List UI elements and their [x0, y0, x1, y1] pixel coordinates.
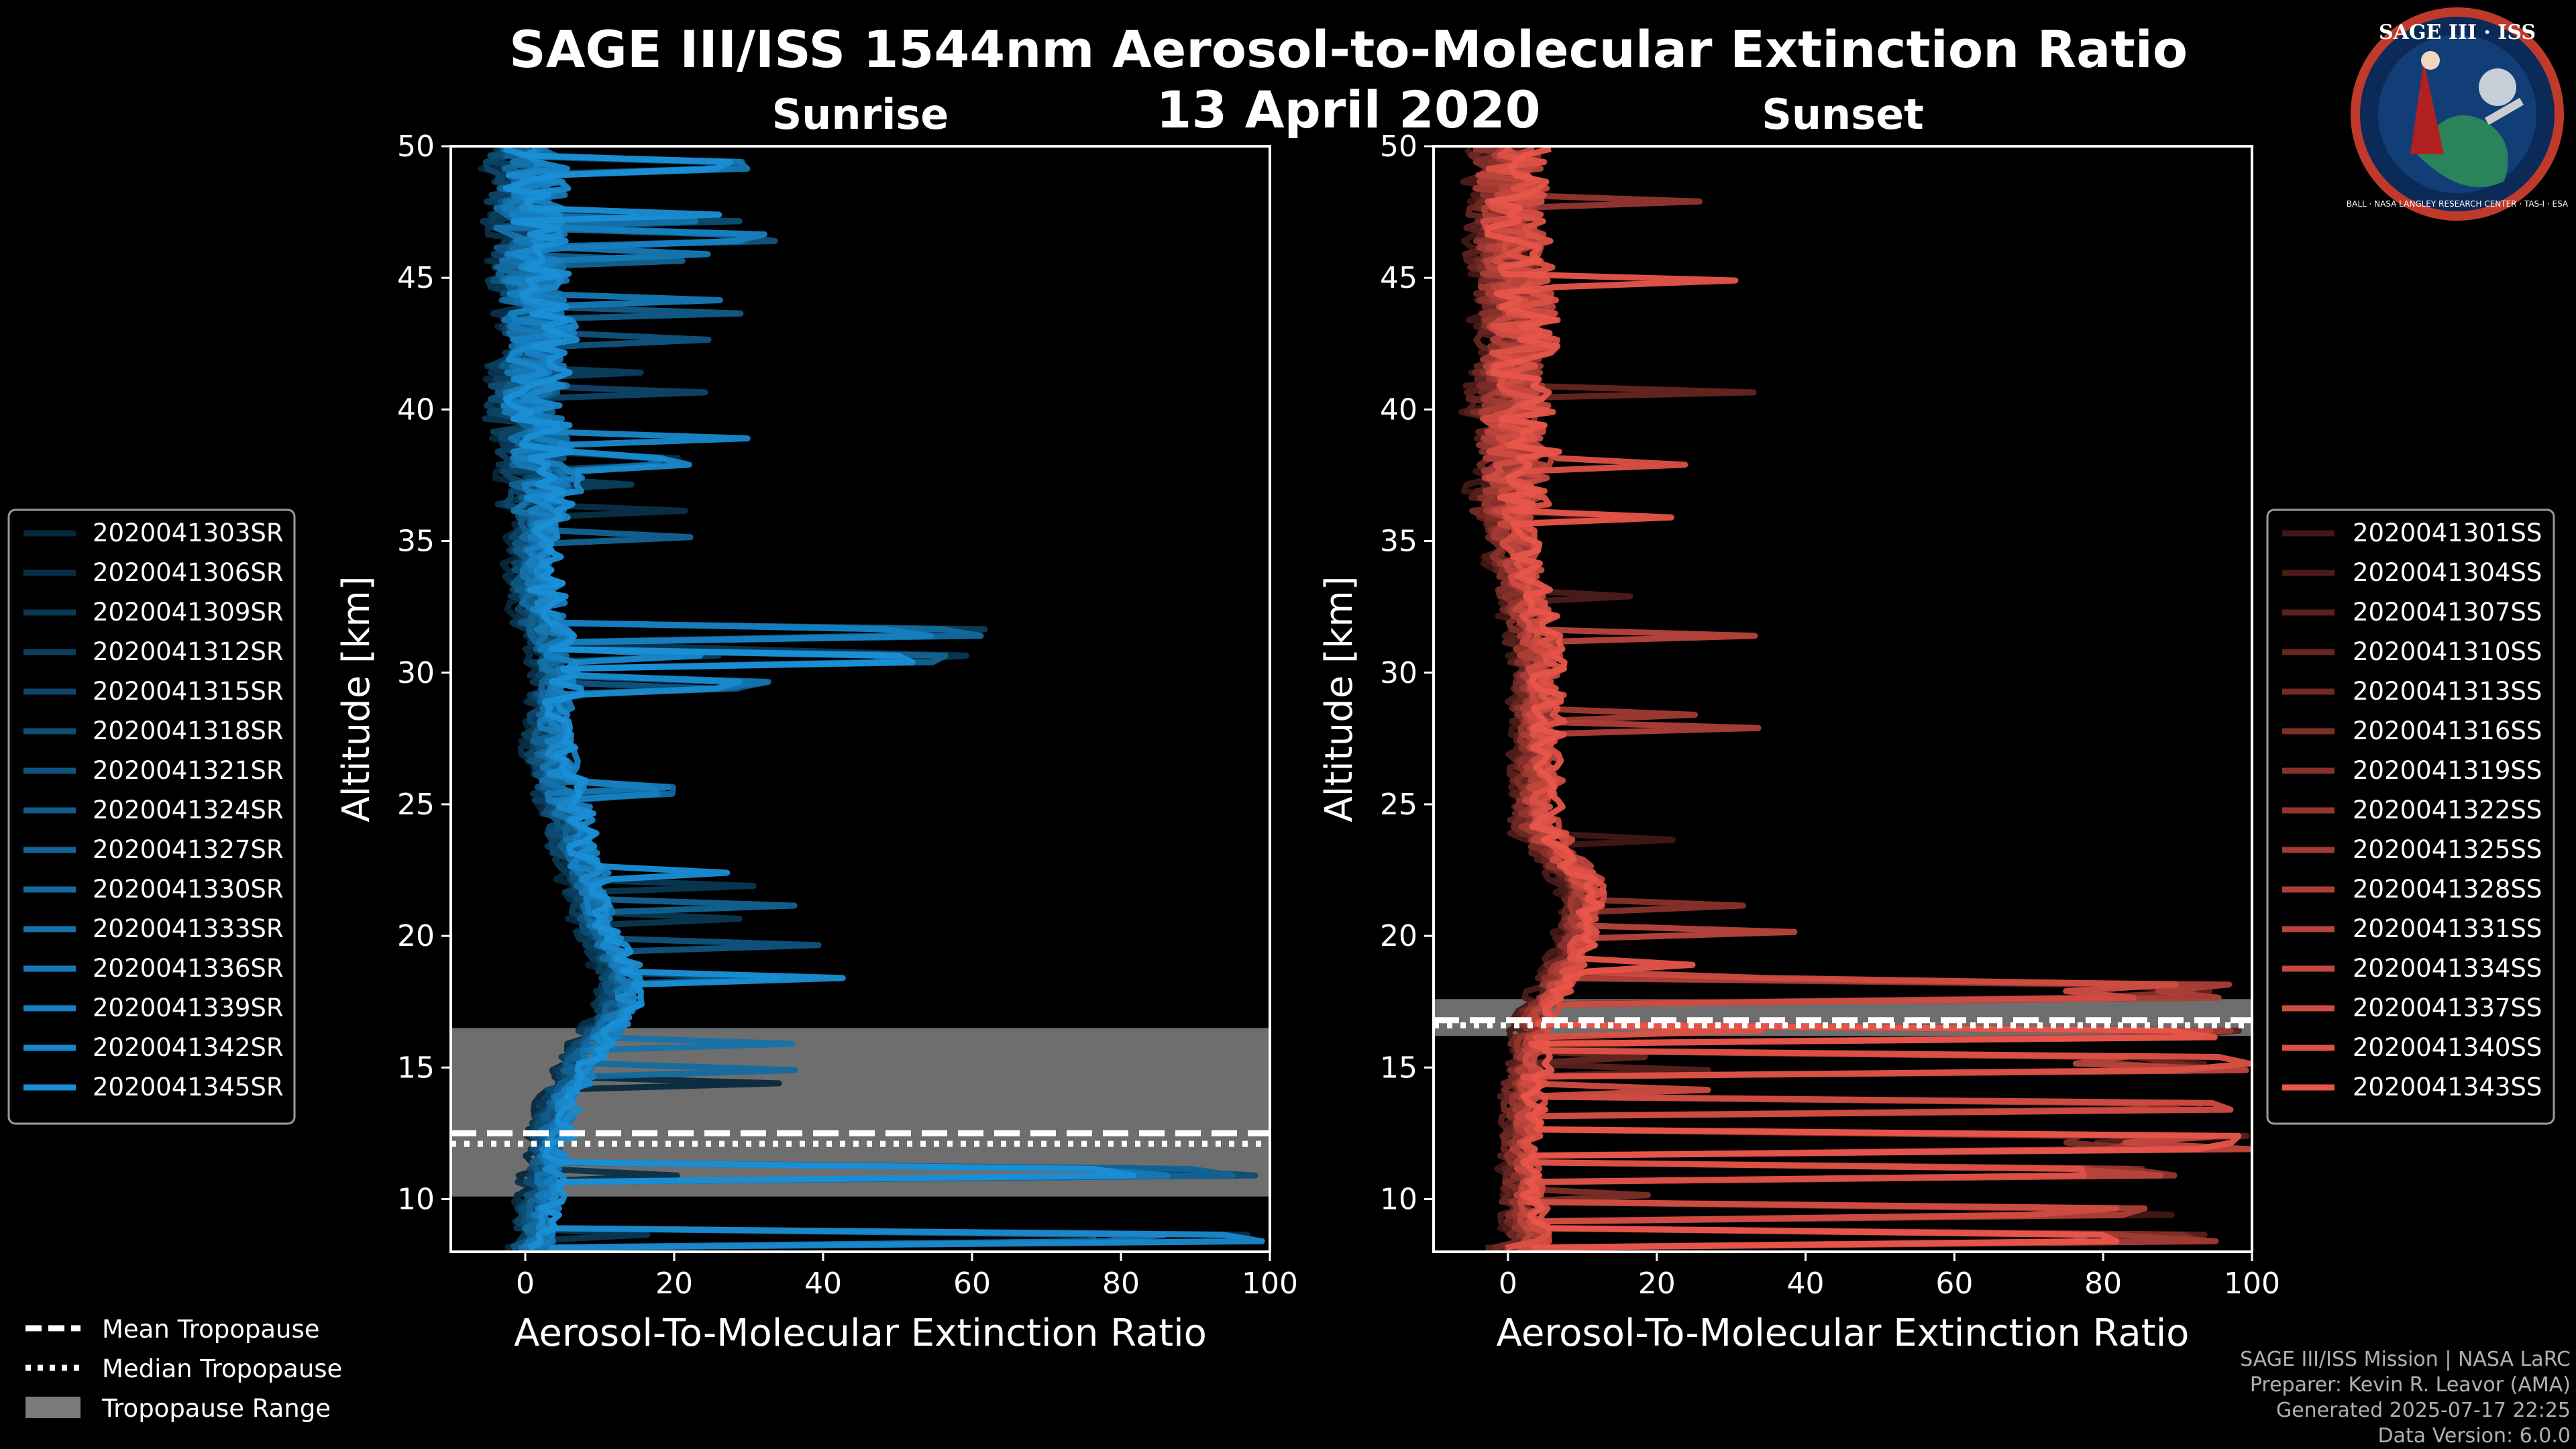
legend-swatch-range: [25, 1397, 80, 1418]
legend-label-2020041345SR: 2020041345SR: [93, 1073, 284, 1102]
y-axis-label: Altitude [km]: [335, 576, 378, 822]
plot-frame: [1432, 145, 2253, 1253]
y-tick-label: 50: [1380, 129, 1417, 164]
y-tick-label: 15: [1380, 1051, 1417, 1085]
y-tick-label: 30: [397, 656, 435, 690]
legend-label-2020041307SS: 2020041307SS: [2353, 598, 2542, 627]
profile-2020041343SS: [1484, 146, 2242, 1251]
logo-text: SAGE III · ISS: [2379, 21, 2536, 44]
legend-label-2020041325SS: 2020041325SS: [2353, 835, 2542, 864]
tropopause-legend: Mean Tropopause Median Tropopause Tropopau…: [25, 1315, 342, 1423]
y-tick-label: 20: [1380, 919, 1417, 953]
sunrise-panel: 0 20 40 60 80 100 10 15 20 25 30 35 40 45 50 Aerosol-To…: [335, 90, 1298, 1355]
plot-frame: [449, 145, 1271, 1253]
x-tick-label: 60: [953, 1267, 991, 1301]
profile-2020041345SR: [502, 146, 1136, 1251]
legend-label-2020041313SS: 2020041313SS: [2353, 677, 2542, 706]
legend-label-2020041316SS: 2020041316SS: [2353, 716, 2542, 745]
panel-title: Sunrise: [772, 90, 949, 139]
footer-generated: Generated 2025-07-17 22:25: [2276, 1399, 2571, 1422]
legend-label-dashed: Mean Tropopause: [102, 1315, 320, 1344]
y-tick-label: 50: [397, 129, 435, 164]
legend-label-2020041333SR: 2020041333SR: [93, 914, 284, 943]
legend-label-2020041315SR: 2020041315SR: [93, 677, 284, 706]
y-tick-label: 30: [1380, 656, 1417, 690]
logo-ring-text: BALL · NASA LANGLEY RESEARCH CENTER · TA…: [2347, 199, 2569, 209]
x-tick-label: 20: [655, 1267, 693, 1301]
y-tick-label: 35: [397, 525, 435, 559]
profile-2020041340SS: [1485, 146, 2252, 1251]
x-tick-label: 0: [516, 1267, 535, 1301]
legend-label-2020041328SS: 2020041328SS: [2353, 875, 2542, 904]
legend-label-2020041324SR: 2020041324SR: [93, 796, 284, 824]
y-tick-label: 40: [1380, 392, 1417, 427]
legend-label-2020041310SS: 2020041310SS: [2353, 637, 2542, 666]
legend-label-2020041340SS: 2020041340SS: [2353, 1033, 2542, 1062]
legend-label-patch: Tropopause Range: [101, 1394, 331, 1423]
legend-label-2020041339SR: 2020041339SR: [93, 994, 284, 1022]
legend-label-2020041330SR: 2020041330SR: [93, 875, 284, 904]
x-tick-label: 100: [1242, 1267, 1298, 1301]
y-tick-label: 25: [397, 788, 435, 822]
y-tick-label: 40: [397, 392, 435, 427]
figure-date: 13 April 2020: [1156, 80, 1540, 140]
x-tick-label: 60: [1935, 1267, 1973, 1301]
y-tick-label: 15: [397, 1051, 435, 1085]
legend-frame: [2266, 508, 2555, 1125]
legend-label-2020041336SR: 2020041336SR: [93, 954, 284, 983]
x-tick-label: 80: [1102, 1267, 1140, 1301]
x-tick-label: 0: [1499, 1267, 1517, 1301]
x-axis-label: Aerosol-To-Molecular Extinction Ratio: [1497, 1311, 2190, 1355]
panel-title: Sunset: [1762, 90, 1924, 139]
sunset-panel: 0 20 40 60 80 100 10 15 20 25 30 35 40 45 50 Aerosol-To…: [1318, 90, 2280, 1355]
y-tick-label: 10: [1380, 1183, 1417, 1217]
x-tick-label: 40: [804, 1267, 842, 1301]
y-axis-label: Altitude [km]: [1318, 576, 1361, 822]
figure-title: SAGE III/ISS 1544nm Aerosol-to-Molecular…: [509, 19, 2188, 79]
legend-label-2020041304SS: 2020041304SS: [2353, 558, 2542, 587]
sunset-legend: 2020041301SS 2020041304SS 2020041307SS 2020…: [2266, 508, 2555, 1125]
sunrise-legend: 2020041303SR 2020041306SR 2020041309SR 2020…: [7, 508, 296, 1125]
legend-label-2020041301SS: 2020041301SS: [2353, 519, 2542, 547]
y-tick-label: 45: [397, 261, 435, 295]
y-tick-label: 45: [1380, 261, 1417, 295]
legend-label-2020041319SS: 2020041319SS: [2353, 756, 2542, 785]
footer-credits: SAGE III/ISS Mission | NASA LaRC Prepare…: [2240, 1348, 2571, 1448]
legend-label-2020041318SR: 2020041318SR: [93, 716, 284, 745]
legend-label-2020041331SS: 2020041331SS: [2353, 914, 2542, 943]
y-tick-label: 20: [397, 919, 435, 953]
footer-preparer: Preparer: Kevin R. Leavor (AMA): [2250, 1373, 2571, 1397]
footer-mission: SAGE III/ISS Mission | NASA LaRC: [2240, 1348, 2571, 1371]
y-tick-label: 25: [1380, 788, 1417, 822]
legend-label-2020041337SS: 2020041337SS: [2353, 994, 2542, 1022]
legend-label-dotted: Median Tropopause: [102, 1354, 342, 1383]
x-tick-label: 40: [1787, 1267, 1825, 1301]
sage-iii-iss-mission-logo: SAGE III · ISS BALL · NASA LANGLEY RESEA…: [2347, 7, 2569, 221]
legend-label-2020041334SS: 2020041334SS: [2353, 954, 2542, 983]
y-tick-label: 10: [397, 1183, 435, 1217]
x-tick-label: 80: [2084, 1267, 2122, 1301]
legend-frame: [7, 508, 296, 1125]
x-axis-label: Aerosol-To-Molecular Extinction Ratio: [514, 1311, 1207, 1355]
legend-label-2020041303SR: 2020041303SR: [93, 519, 284, 547]
legend-label-2020041322SS: 2020041322SS: [2353, 796, 2542, 824]
profile-lines: [478, 146, 1265, 1251]
footer-data-version: Data Version: 6.0.0: [2378, 1424, 2571, 1448]
legend-label-2020041309SR: 2020041309SR: [93, 598, 284, 627]
x-tick-label: 20: [1638, 1267, 1676, 1301]
legend-label-2020041321SR: 2020041321SR: [93, 756, 284, 785]
y-tick-label: 35: [1380, 525, 1417, 559]
legend-label-2020041312SR: 2020041312SR: [93, 637, 284, 666]
legend-label-2020041342SR: 2020041342SR: [93, 1033, 284, 1062]
legend-label-2020041343SS: 2020041343SS: [2353, 1073, 2542, 1102]
profile-lines: [1458, 146, 2252, 1251]
legend-label-2020041327SR: 2020041327SR: [93, 835, 284, 864]
profile-2020041337SS: [1481, 146, 2234, 1251]
x-tick-label: 100: [2224, 1267, 2280, 1301]
legend-label-2020041306SR: 2020041306SR: [93, 558, 284, 587]
